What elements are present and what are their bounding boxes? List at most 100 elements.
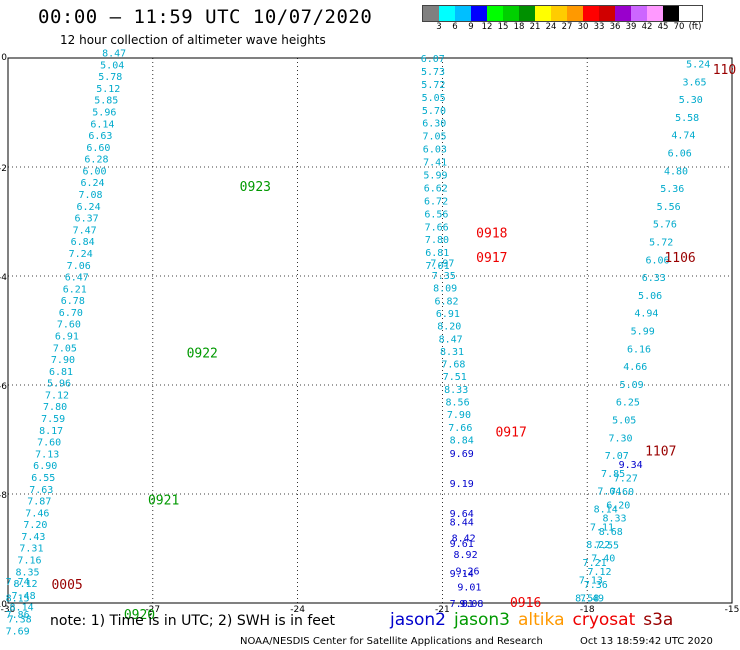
color-swatch xyxy=(663,6,679,21)
color-swatch xyxy=(631,6,647,21)
color-swatch xyxy=(583,6,599,21)
wave-height-value: 7.16 xyxy=(17,556,41,567)
wave-height-value: 7.08 xyxy=(78,190,102,201)
color-swatch xyxy=(503,6,519,21)
wave-height-value: 5.24 xyxy=(686,59,710,70)
wave-height-value: 6.37 xyxy=(75,214,99,225)
wave-height-value: 7.38 xyxy=(8,614,32,625)
wave-height-value: 4.94 xyxy=(634,309,658,320)
wave-height-value: 4.66 xyxy=(623,362,647,373)
color-scale-label: 6 xyxy=(452,22,458,32)
wave-height-value: 7.80 xyxy=(43,402,67,413)
color-scale-label: 15 xyxy=(497,22,509,32)
wave-height-value: 7.87 xyxy=(27,497,51,508)
color-scale-label: 39 xyxy=(625,22,637,32)
wave-height-value: 5.06 xyxy=(638,291,662,302)
wave-height-value: 7.66 xyxy=(448,423,472,434)
x-tick-label: -18 xyxy=(580,605,595,615)
color-scale-label: 36 xyxy=(609,22,621,32)
wave-height-value: 7.05 xyxy=(53,343,77,354)
wave-height-value: 7.60 xyxy=(610,487,634,498)
pass-time-label: 110 xyxy=(713,63,736,78)
wave-height-value: 7.12 xyxy=(587,567,611,578)
wave-height-value: 7.51 xyxy=(443,372,467,383)
pass-time-label: 0921 xyxy=(148,493,179,508)
wave-height-value: 5.96 xyxy=(92,107,116,118)
color-scale-label: 70 xyxy=(673,22,685,32)
wave-height-value: 8.22 xyxy=(586,540,610,551)
wave-height-value: 9.61 xyxy=(450,539,474,550)
satellite-jason3: jason3 xyxy=(454,610,510,630)
wave-height-value: 6.21 xyxy=(63,284,87,295)
color-swatch xyxy=(535,6,551,21)
wave-height-value: 9.34 xyxy=(619,460,643,471)
wave-height-value: 9.64 xyxy=(450,509,474,520)
wave-height-value: 7.60 xyxy=(57,320,81,331)
wave-height-value: 7.31 xyxy=(19,544,43,555)
color-scale-label: 45 xyxy=(657,22,669,32)
wave-height-value: 7.69 xyxy=(6,626,30,637)
color-scale-label: 18 xyxy=(513,22,525,32)
wave-height-value: 8.20 xyxy=(437,322,461,333)
color-swatch xyxy=(647,6,663,21)
wave-height-value: 7.20 xyxy=(23,520,47,531)
color-swatch xyxy=(551,6,567,21)
wave-height-value: 6.56 xyxy=(424,209,448,220)
pass-time-label: 0922 xyxy=(187,346,218,361)
wave-height-value: 5.96 xyxy=(47,379,71,390)
wave-height-value: 7.27 xyxy=(614,474,638,485)
wave-height-value: 6.06 xyxy=(645,255,669,266)
wave-height-value: 5.09 xyxy=(620,380,644,391)
wave-height-value: 6.90 xyxy=(33,461,57,472)
wave-height-value: 5.58 xyxy=(675,113,699,124)
x-tick-label: -24 xyxy=(290,605,305,615)
color-swatch xyxy=(519,6,535,21)
wave-height-value: 6.25 xyxy=(616,398,640,409)
color-scale-label: 30 xyxy=(577,22,589,32)
footer-note: note: 1) Time is in UTC; 2) SWH is in fe… xyxy=(50,613,336,629)
wave-height-value: 6.24 xyxy=(77,202,101,213)
wave-height-value: 8.14 xyxy=(594,505,618,516)
wave-height-value: 7.49 xyxy=(580,594,604,605)
wave-height-value: 8.14 xyxy=(10,603,34,614)
color-scale-label: 27 xyxy=(561,22,573,32)
wave-height-value: 9.19 xyxy=(450,479,474,490)
plot-frame xyxy=(7,57,733,604)
wave-height-value: 3.65 xyxy=(682,77,706,88)
wave-height-value: 8.35 xyxy=(15,567,39,578)
y-tick-label: -10 xyxy=(0,600,7,610)
wave-height-value: 7.90 xyxy=(51,355,75,366)
wave-height-value: 6.91 xyxy=(436,309,460,320)
pass-time-label: 0923 xyxy=(240,180,271,195)
wave-height-value: 7.81 xyxy=(450,599,474,610)
wave-height-value: 6.91 xyxy=(55,332,79,343)
wave-height-value: 8.33 xyxy=(444,385,468,396)
color-swatch xyxy=(615,6,631,21)
wave-height-value: 6.78 xyxy=(61,296,85,307)
wave-height-value: 6.00 xyxy=(82,166,106,177)
wave-height-value: 6.84 xyxy=(71,237,95,248)
wave-height-value: 7.07 xyxy=(605,451,629,462)
x-tick-label: -15 xyxy=(725,605,740,615)
wave-height-value: 5.85 xyxy=(94,96,118,107)
wave-height-value: 8.09 xyxy=(433,284,457,295)
wave-height-value: 6.16 xyxy=(627,344,651,355)
y-tick-label: -8 xyxy=(0,491,7,501)
wave-height-value: 7.41 xyxy=(423,158,447,169)
wave-height-value: 6.81 xyxy=(425,248,449,259)
wave-height-value: 7.01 xyxy=(426,261,450,272)
satellite-jason2: jason2 xyxy=(390,610,446,630)
wave-height-value: 7.24 xyxy=(69,249,93,260)
color-scale-legend: 3 6 9 12 15 18 21 24 27 30 33 36 39 42 45 70 (ft) xyxy=(422,5,703,33)
wave-height-value: 5.72 xyxy=(421,80,445,91)
wave-height-value: 5.76 xyxy=(653,220,677,231)
wave-height-value: 7.13 xyxy=(35,449,59,460)
color-swatch xyxy=(423,6,439,21)
wave-height-value: 6.24 xyxy=(80,178,104,189)
x-tick-label: -27 xyxy=(145,605,160,615)
color-scale-label: 42 xyxy=(641,22,653,32)
pass-time-label: 0917 xyxy=(476,251,507,266)
wave-height-value: 6.28 xyxy=(84,155,108,166)
wave-height-value: 6.72 xyxy=(424,196,448,207)
color-swatch xyxy=(599,6,615,21)
